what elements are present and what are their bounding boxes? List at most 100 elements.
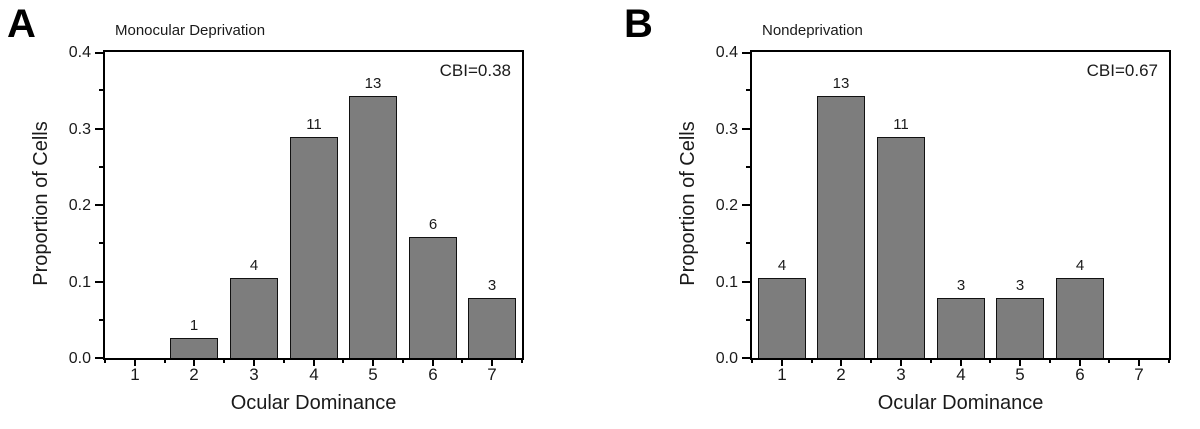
bar-od-3 <box>877 137 925 358</box>
x-tick <box>134 358 136 366</box>
y-tick <box>95 204 104 206</box>
x-tick-label: 4 <box>956 365 966 384</box>
x-tick <box>372 358 374 366</box>
x-tick-label: 7 <box>487 365 497 384</box>
y-tick <box>742 52 751 54</box>
x-tick <box>1079 358 1081 366</box>
chart-title: Monocular Deprivation <box>115 22 266 39</box>
x-tick-label: 6 <box>428 365 438 384</box>
chart-title: Nondeprivation <box>762 22 863 39</box>
bar-count-label: 3 <box>1015 277 1025 294</box>
y-tick <box>95 52 104 54</box>
y-tick-label: 0.4 <box>68 44 91 61</box>
plot-area: Monocular Deprivation CBI=0.38 Ocular Do… <box>69 22 524 414</box>
plot-area: Nondeprivation CBI=0.67 Ocular Dominance… <box>716 22 1171 414</box>
x-tick-label: 5 <box>368 365 378 384</box>
x-minor-tick <box>461 358 463 363</box>
y-tick-label: 0.0 <box>68 350 91 367</box>
y-tick <box>95 128 104 130</box>
bar-count-label: 13 <box>832 75 850 92</box>
x-minor-tick <box>1168 358 1170 363</box>
bar-od-6 <box>1056 278 1104 358</box>
x-tick <box>253 358 255 366</box>
x-tick <box>432 358 434 366</box>
x-tick <box>840 358 842 366</box>
bar-count-label: 4 <box>1075 257 1085 274</box>
x-minor-tick <box>811 358 813 363</box>
y-tick-label: 0.2 <box>68 197 91 214</box>
y-tick-label: 0.4 <box>715 44 738 61</box>
x-minor-tick <box>751 358 753 363</box>
bar-count-label: 13 <box>364 75 382 92</box>
x-minor-tick <box>1108 358 1110 363</box>
x-tick-label: 1 <box>130 365 140 384</box>
y-tick <box>742 204 751 206</box>
x-tick <box>1138 358 1140 366</box>
y-tick <box>742 128 751 130</box>
cbi-annotation: CBI=0.38 <box>439 61 511 80</box>
x-tick-label: 1 <box>777 365 787 384</box>
y-tick <box>742 281 751 283</box>
x-minor-tick <box>223 358 225 363</box>
bar-od-7 <box>468 298 516 358</box>
y-minor-tick <box>99 319 104 321</box>
bar-count-label: 3 <box>487 277 497 294</box>
x-tick-label: 6 <box>1075 365 1085 384</box>
x-tick-label: 2 <box>836 365 846 384</box>
x-tick <box>1019 358 1021 366</box>
x-tick-label: 3 <box>249 365 259 384</box>
x-tick <box>491 358 493 366</box>
y-minor-tick <box>746 319 751 321</box>
y-tick <box>742 357 751 359</box>
x-minor-tick <box>989 358 991 363</box>
y-minor-tick <box>99 89 104 91</box>
bar-od-4 <box>290 137 338 358</box>
y-minor-tick <box>746 242 751 244</box>
y-tick <box>95 357 104 359</box>
x-tick <box>313 358 315 366</box>
y-minor-tick <box>99 166 104 168</box>
x-minor-tick <box>402 358 404 363</box>
cbi-annotation: CBI=0.67 <box>1086 61 1158 80</box>
y-tick-label: 0.3 <box>68 121 91 138</box>
y-tick-label: 0.3 <box>715 121 738 138</box>
x-tick-label: 5 <box>1015 365 1025 384</box>
x-tick <box>193 358 195 366</box>
panel-letter: B <box>624 2 653 46</box>
x-tick-label: 3 <box>896 365 906 384</box>
bar-count-label: 11 <box>306 116 322 133</box>
y-tick-label: 0.0 <box>715 350 738 367</box>
x-minor-tick <box>1049 358 1051 363</box>
y-minor-tick <box>99 242 104 244</box>
bar-od-1 <box>758 278 806 358</box>
x-tick <box>900 358 902 366</box>
bar-count-label: 4 <box>249 257 259 274</box>
x-tick <box>960 358 962 366</box>
bar-count-label: 1 <box>189 317 199 334</box>
bar-od-5 <box>996 298 1044 358</box>
bar-count-label: 11 <box>893 116 909 133</box>
y-tick <box>95 281 104 283</box>
bar-od-6 <box>409 237 457 358</box>
x-tick-label: 2 <box>189 365 199 384</box>
panel-b: B Proportion of Cells Nondeprivation CBI… <box>600 0 1200 429</box>
bar-count-label: 4 <box>777 257 787 274</box>
x-minor-tick <box>164 358 166 363</box>
x-minor-tick <box>521 358 523 363</box>
x-axis-label: Ocular Dominance <box>230 392 397 414</box>
x-minor-tick <box>283 358 285 363</box>
bar-od-2 <box>817 96 865 358</box>
panel-a: A Proportion of Cells Monocular Deprivat… <box>7 4 524 414</box>
x-axis-label: Ocular Dominance <box>877 392 1044 414</box>
x-tick-label: 7 <box>1134 365 1144 384</box>
x-tick <box>781 358 783 366</box>
y-minor-tick <box>746 89 751 91</box>
bar-od-2 <box>170 338 218 358</box>
bar-od-3 <box>230 278 278 358</box>
x-minor-tick <box>104 358 106 363</box>
bar-count-label: 6 <box>428 216 438 233</box>
bar-od-4 <box>937 298 985 358</box>
x-tick-label: 4 <box>309 365 319 384</box>
x-minor-tick <box>930 358 932 363</box>
